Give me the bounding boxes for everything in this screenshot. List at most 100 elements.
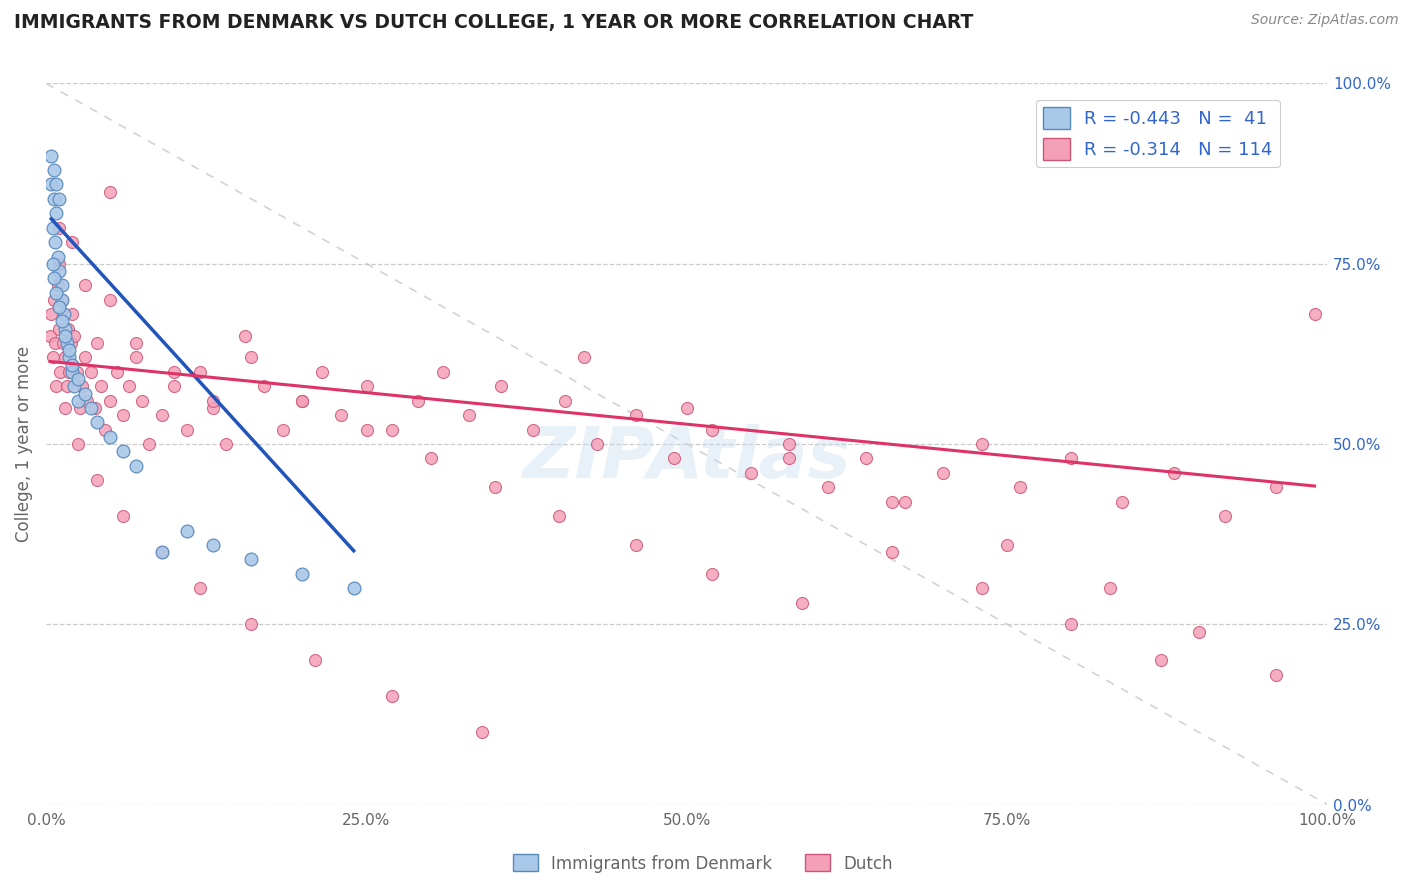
Point xyxy=(66,365,89,379)
Point xyxy=(624,538,647,552)
Point xyxy=(51,314,73,328)
Point xyxy=(94,423,117,437)
Point xyxy=(58,351,80,365)
Point xyxy=(98,185,121,199)
Point xyxy=(995,538,1018,552)
Point xyxy=(624,408,647,422)
Point xyxy=(1060,617,1083,632)
Point xyxy=(484,480,506,494)
Point xyxy=(240,351,263,365)
Point xyxy=(662,451,685,466)
Point xyxy=(125,336,148,351)
Point xyxy=(46,278,69,293)
Point xyxy=(59,336,82,351)
Point xyxy=(432,365,454,379)
Point xyxy=(55,401,77,415)
Point xyxy=(1163,466,1185,480)
Point xyxy=(41,178,63,192)
Point xyxy=(163,379,186,393)
Point xyxy=(880,545,903,559)
Point xyxy=(39,329,62,343)
Point xyxy=(112,509,135,524)
Point xyxy=(356,423,378,437)
Point xyxy=(73,351,96,365)
Point xyxy=(343,581,366,595)
Point xyxy=(188,581,211,595)
Point xyxy=(51,293,73,307)
Point xyxy=(112,444,135,458)
Point xyxy=(150,545,173,559)
Point xyxy=(163,365,186,379)
Point xyxy=(381,690,404,704)
Point xyxy=(49,365,72,379)
Point xyxy=(291,566,314,581)
Point xyxy=(41,307,63,321)
Point xyxy=(880,494,903,508)
Point xyxy=(586,437,609,451)
Point xyxy=(63,329,86,343)
Point xyxy=(1265,480,1288,494)
Point xyxy=(41,351,63,365)
Point xyxy=(56,321,79,335)
Point xyxy=(138,437,160,451)
Point xyxy=(125,351,148,365)
Point xyxy=(233,329,256,343)
Point xyxy=(45,285,67,300)
Point xyxy=(1303,307,1326,321)
Point xyxy=(48,321,70,335)
Point xyxy=(970,437,993,451)
Point xyxy=(188,365,211,379)
Legend: Immigrants from Denmark, Dutch: Immigrants from Denmark, Dutch xyxy=(506,847,900,880)
Point xyxy=(42,271,65,285)
Point xyxy=(98,430,121,444)
Point xyxy=(45,379,67,393)
Point xyxy=(240,552,263,566)
Point xyxy=(51,278,73,293)
Point xyxy=(1213,509,1236,524)
Point xyxy=(73,278,96,293)
Point xyxy=(42,192,65,206)
Point xyxy=(547,509,569,524)
Point xyxy=(112,408,135,422)
Point xyxy=(356,379,378,393)
Point xyxy=(46,250,69,264)
Point xyxy=(44,336,66,351)
Point xyxy=(51,293,73,307)
Point xyxy=(1265,667,1288,681)
Point xyxy=(41,148,63,162)
Point xyxy=(291,393,314,408)
Point xyxy=(67,372,90,386)
Point xyxy=(125,458,148,473)
Point xyxy=(60,365,83,379)
Point xyxy=(201,401,224,415)
Point xyxy=(52,336,75,351)
Point xyxy=(60,307,83,321)
Point xyxy=(41,257,63,271)
Point xyxy=(60,358,83,372)
Point xyxy=(58,365,80,379)
Point xyxy=(675,401,697,415)
Point xyxy=(176,524,198,538)
Point xyxy=(214,437,236,451)
Point xyxy=(48,257,70,271)
Point xyxy=(458,408,481,422)
Point xyxy=(67,393,90,408)
Point xyxy=(118,379,141,393)
Point xyxy=(55,351,77,365)
Text: IMMIGRANTS FROM DENMARK VS DUTCH COLLEGE, 1 YEAR OR MORE CORRELATION CHART: IMMIGRANTS FROM DENMARK VS DUTCH COLLEGE… xyxy=(14,13,973,32)
Point xyxy=(42,163,65,178)
Point xyxy=(554,393,576,408)
Point xyxy=(970,581,993,595)
Point xyxy=(304,653,326,667)
Point xyxy=(740,466,762,480)
Point xyxy=(86,416,108,430)
Point xyxy=(1008,480,1031,494)
Point xyxy=(817,480,839,494)
Point xyxy=(471,725,494,739)
Point xyxy=(44,235,66,249)
Point xyxy=(53,307,76,321)
Point xyxy=(69,401,91,415)
Point xyxy=(60,235,83,249)
Point xyxy=(55,321,77,335)
Point xyxy=(86,473,108,487)
